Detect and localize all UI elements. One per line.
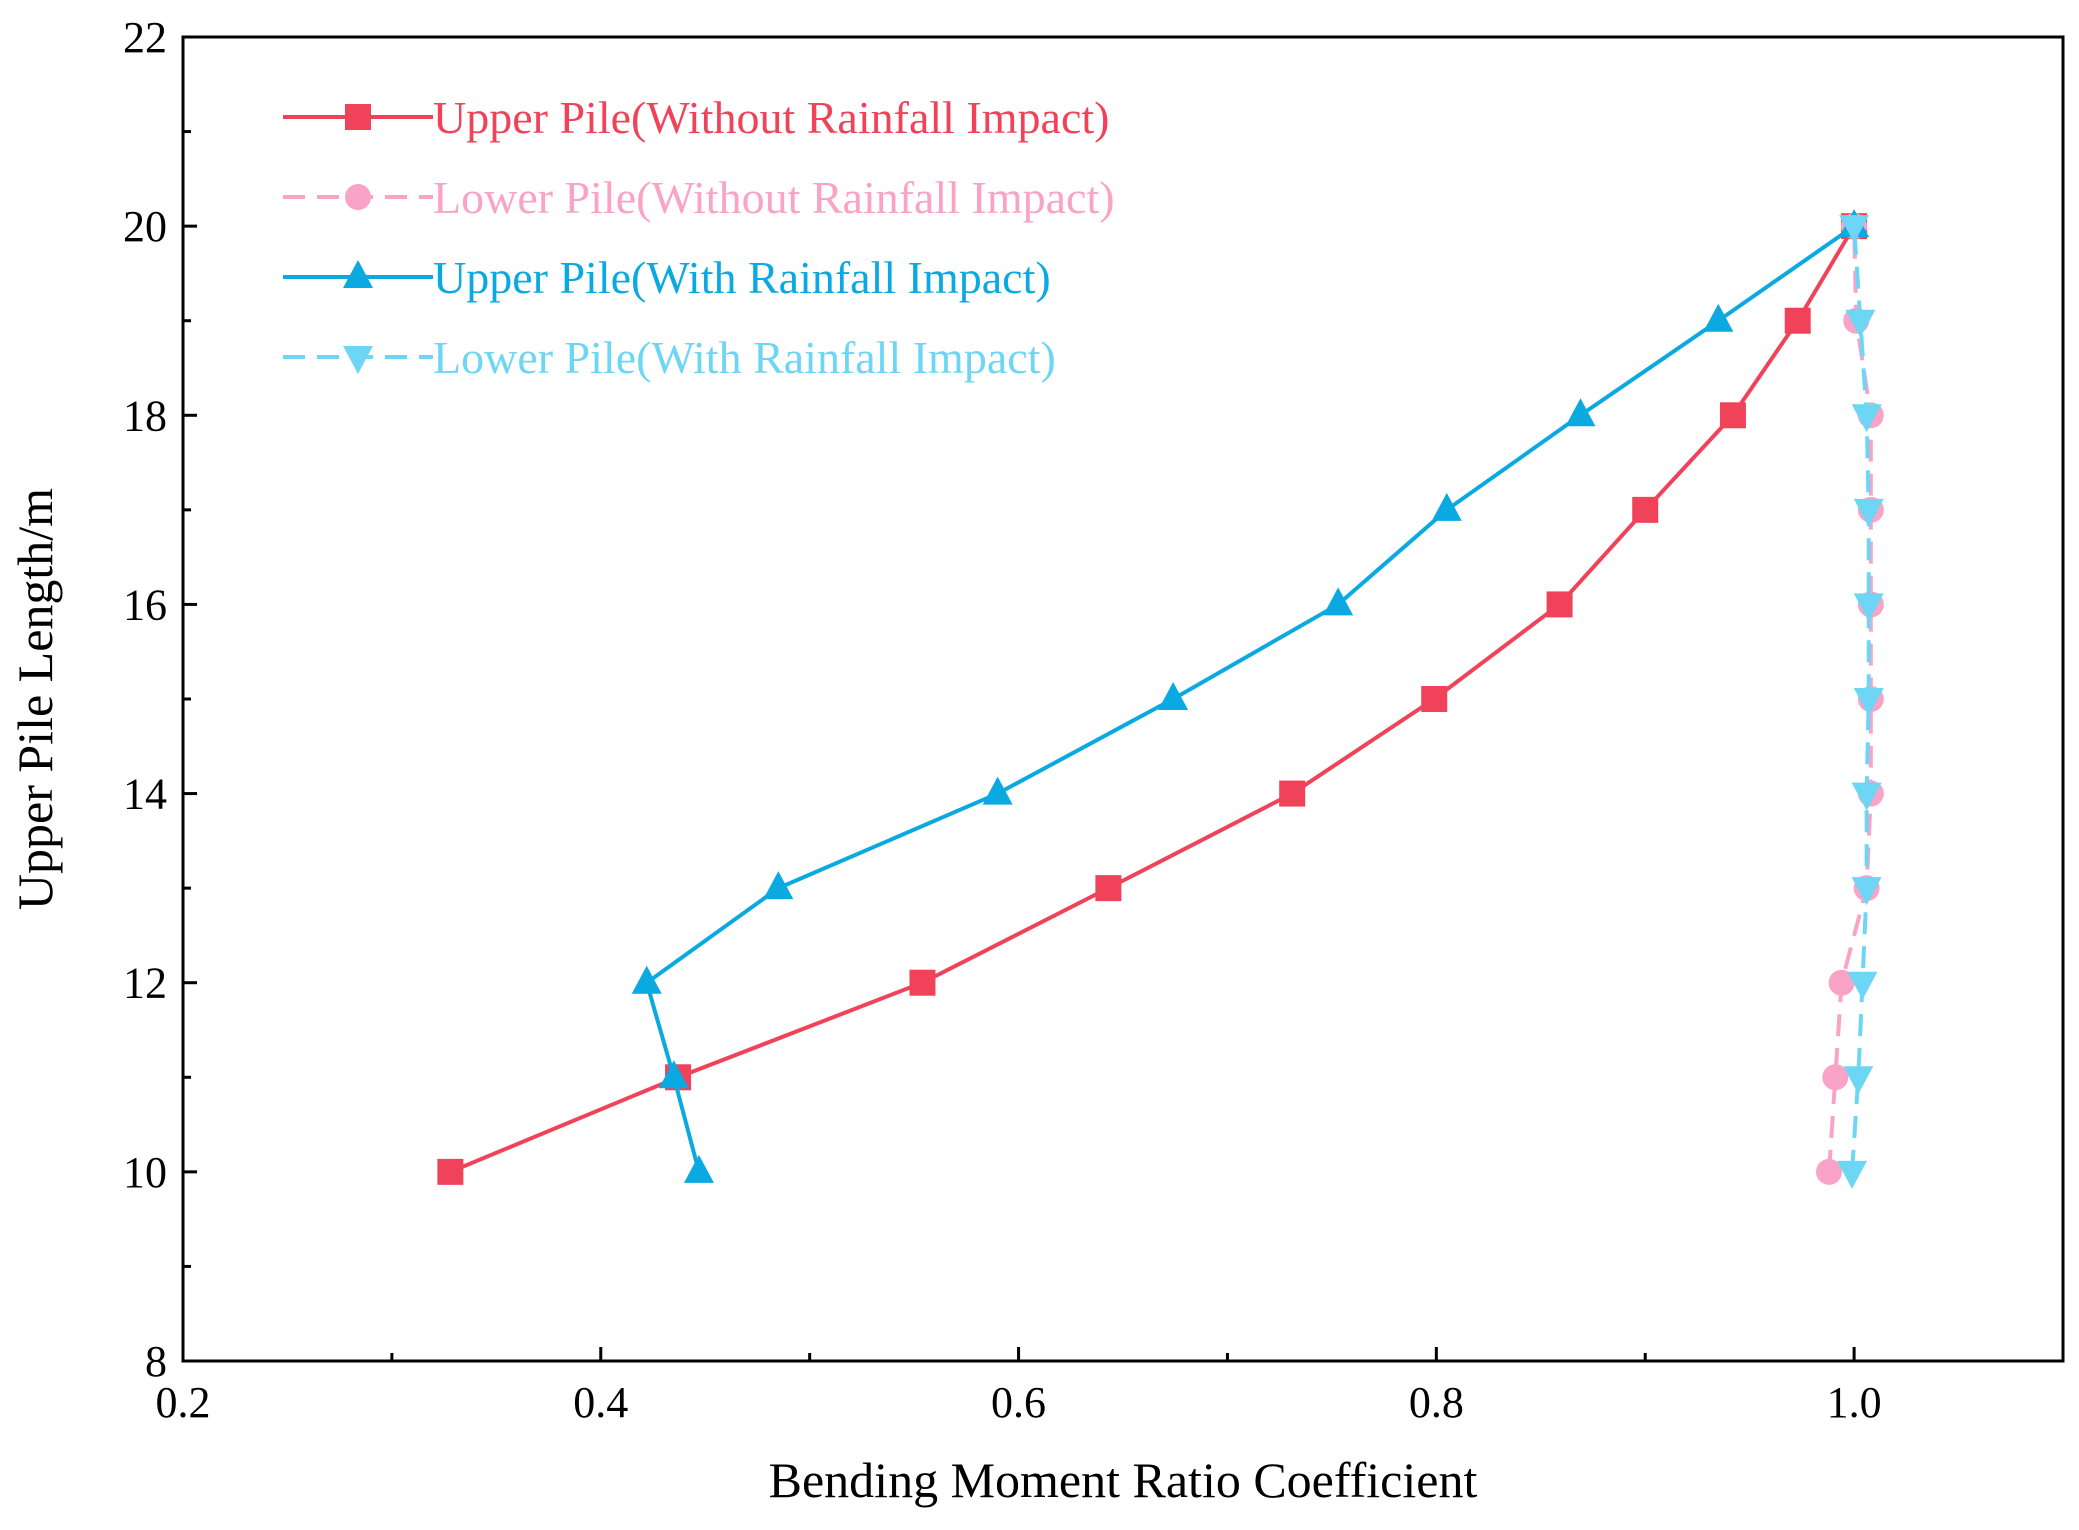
- data-point: [1703, 303, 1734, 332]
- data-point: [982, 776, 1013, 805]
- legend-item: Upper Pile(With Rainfall Impact): [283, 252, 1051, 303]
- data-point: [909, 969, 936, 996]
- legend-item: Upper Pile(Without Rainfall Impact): [283, 92, 1109, 143]
- y-tick-label: 22: [123, 13, 167, 62]
- data-point: [1632, 496, 1659, 523]
- data-point: [1095, 875, 1122, 902]
- y-tick-label: 18: [123, 391, 167, 440]
- data-point: [1323, 587, 1354, 616]
- data-point: [1784, 307, 1811, 334]
- data-point: [1719, 402, 1746, 429]
- x-tick-label: 0.2: [156, 1378, 211, 1427]
- x-tick-label: 0.8: [1409, 1378, 1464, 1427]
- x-tick-label: 1.0: [1827, 1378, 1882, 1427]
- series-4: [1837, 215, 1884, 1189]
- data-point: [1546, 591, 1573, 618]
- legend-item: Lower Pile(Without Rainfall Impact): [283, 172, 1115, 223]
- x-axis-ticks: 0.2 0.4 0.6 0.8 1.0: [156, 1347, 2065, 1427]
- data-point: [763, 871, 794, 900]
- data-point: [1839, 215, 1870, 244]
- data-point: [437, 1158, 464, 1185]
- legend-item: Lower Pile(With Rainfall Impact): [283, 332, 1056, 383]
- data-point: [1845, 309, 1876, 338]
- data-point: [1421, 686, 1448, 712]
- data-point: [1851, 404, 1882, 433]
- data-point: [1158, 682, 1189, 710]
- data-point: [1853, 688, 1884, 716]
- y-tick-label: 14: [123, 770, 167, 819]
- x-tick-label: 0.4: [573, 1378, 628, 1427]
- data-point: [1851, 782, 1882, 811]
- y-tick-label: 10: [123, 1148, 167, 1197]
- legend-label: Upper Pile(Without Rainfall Impact): [433, 92, 1109, 143]
- legend: Upper Pile(Without Rainfall Impact) Lower…: [283, 92, 1115, 383]
- legend-marker: [343, 260, 373, 288]
- legend-label: Lower Pile(With Rainfall Impact): [433, 332, 1056, 383]
- legend-marker: [343, 346, 373, 374]
- series-line: [1850, 226, 1871, 1172]
- series-layer: [437, 209, 1884, 1189]
- data-point: [1565, 398, 1596, 427]
- series-3: [631, 209, 1870, 1183]
- data-point: [683, 1154, 714, 1183]
- x-tick-label: 0.6: [991, 1378, 1046, 1427]
- data-point: [1822, 1064, 1849, 1091]
- data-point: [658, 1060, 689, 1089]
- data-point: [1816, 1158, 1843, 1185]
- data-point: [1853, 593, 1884, 622]
- plot-area-frame: [181, 35, 2065, 1363]
- data-point: [1851, 877, 1882, 906]
- y-tick-label: 16: [123, 580, 167, 629]
- data-point: [1431, 492, 1462, 521]
- data-point: [1847, 971, 1878, 1000]
- legend-marker: [345, 104, 371, 130]
- y-tick-label: 20: [123, 202, 167, 251]
- legend-marker: [345, 184, 371, 210]
- y-tick-label: 8: [145, 1337, 167, 1386]
- data-point: [1828, 969, 1855, 996]
- y-axis-label: Upper Pile Length/m: [7, 488, 63, 910]
- legend-label: Upper Pile(With Rainfall Impact): [433, 252, 1051, 303]
- data-point: [1837, 1160, 1868, 1189]
- data-point: [631, 965, 662, 994]
- data-point: [1279, 780, 1306, 807]
- data-point: [1843, 1066, 1874, 1095]
- data-point: [1853, 498, 1884, 527]
- x-axis-label: Bending Moment Ratio Coefficient: [769, 1452, 1478, 1508]
- y-tick-label: 12: [123, 959, 167, 1008]
- legend-label: Lower Pile(Without Rainfall Impact): [433, 172, 1115, 223]
- y-axis-ticks: 8 10 12 14 16 18 20 22: [123, 13, 197, 1386]
